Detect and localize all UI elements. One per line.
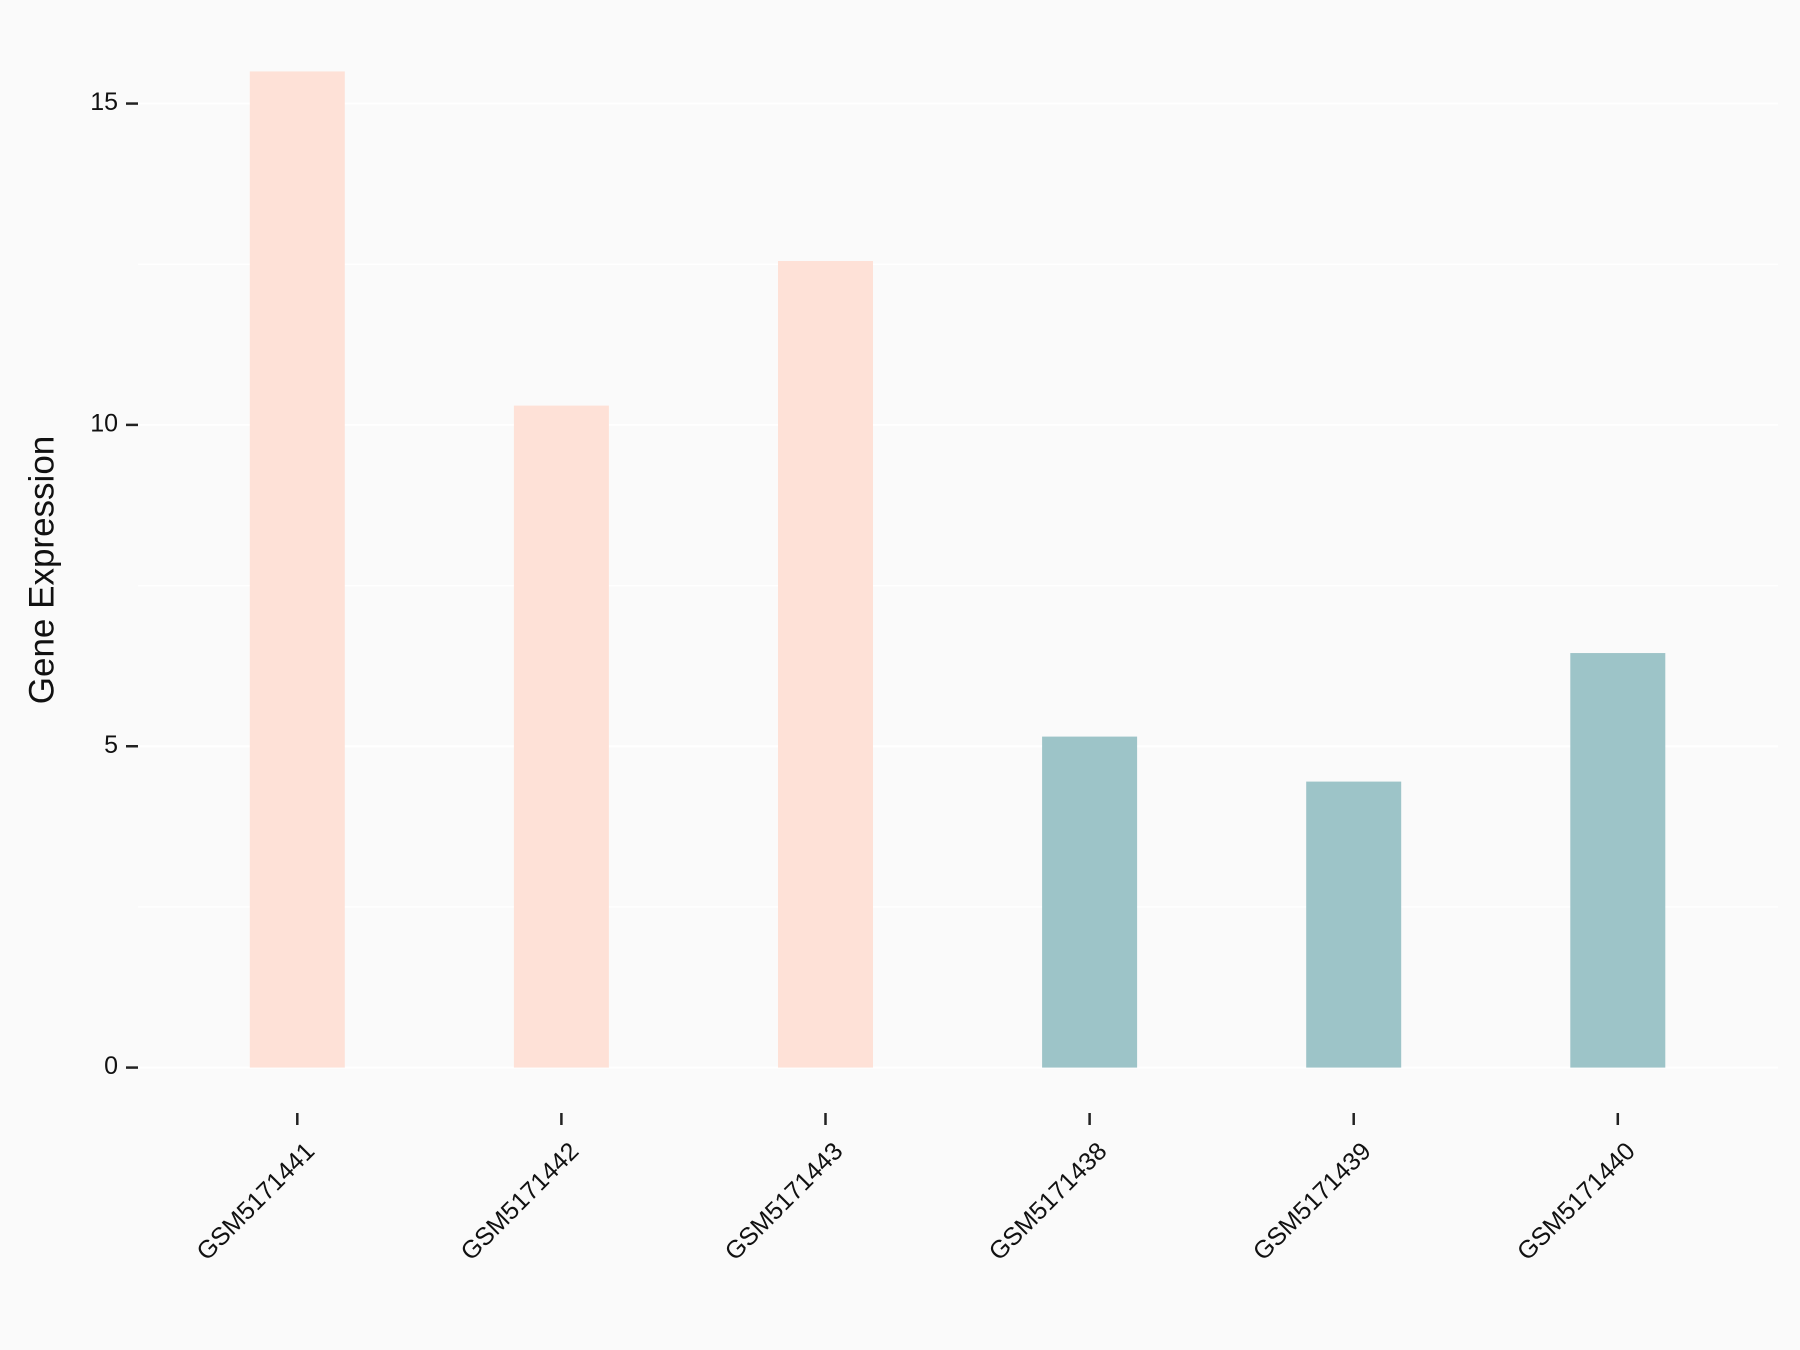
- bar: [513, 405, 609, 1068]
- y-tick-label: 10: [90, 410, 118, 438]
- y-tick-label: 0: [104, 1052, 118, 1080]
- y-axis-title: Gene Expression: [22, 436, 61, 704]
- bar: [1306, 781, 1402, 1068]
- bar: [249, 71, 345, 1068]
- bar: [1570, 653, 1666, 1068]
- bar: [778, 261, 873, 1068]
- y-tick-label: 15: [90, 88, 118, 116]
- y-tick-label: 5: [104, 731, 118, 759]
- bar: [1042, 736, 1138, 1068]
